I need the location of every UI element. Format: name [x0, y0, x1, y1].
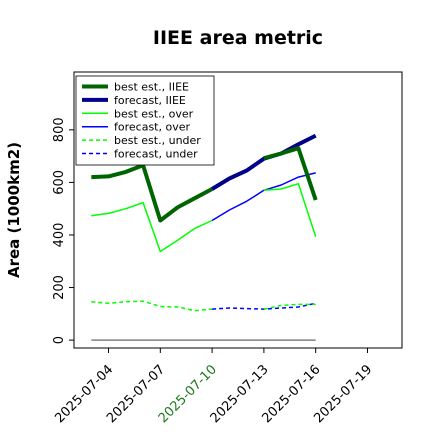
chart-title: IIEE area metric — [153, 27, 323, 49]
legend-label-1: best est., IIEE — [114, 81, 189, 94]
legend-box — [75, 75, 215, 166]
y-tick-label-600: 600 — [52, 170, 67, 195]
y-tick-label-200: 200 — [52, 275, 67, 300]
legend-label-2: forecast, IIEE — [114, 94, 186, 107]
overlay-line-1 — [263, 146, 318, 201]
overlay-line-3 — [263, 303, 316, 310]
overlay-line-2 — [263, 182, 317, 238]
y-tick-label-800: 800 — [52, 117, 67, 142]
series-line-1 — [91, 163, 214, 223]
y-axis-label: Area (1000km2) — [5, 142, 23, 278]
plot-frame — [73, 71, 403, 349]
legend-label-5: best est., under — [114, 134, 201, 147]
series-line-3 — [91, 201, 213, 253]
y-tick-label-400: 400 — [52, 223, 67, 248]
x-axis: 2025-07-042025-07-072025-07-102025-07-13… — [52, 348, 375, 426]
series-line-5 — [91, 300, 213, 312]
series-line-2 — [211, 133, 317, 191]
legend-label-4: forecast, over — [114, 121, 190, 134]
legend-label-6: forecast, under — [114, 148, 198, 161]
legend-label-3: best est., over — [114, 107, 194, 120]
y-tick-label-0: 0 — [52, 336, 67, 344]
y-axis: 0 200 400 600 800 — [52, 117, 74, 344]
plot-area — [91, 133, 318, 341]
